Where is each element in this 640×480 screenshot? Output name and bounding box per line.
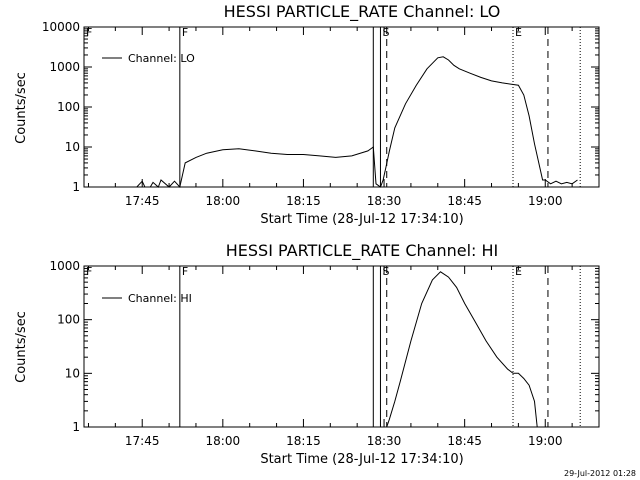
x-tick-label: 18:30 xyxy=(367,194,402,208)
x-axis-label: Start Time (28-Jul-12 17:34:10) xyxy=(260,452,463,467)
y-tick-label: 10000 xyxy=(42,20,80,34)
legend-label: Channel: HI xyxy=(128,292,192,305)
x-tick-label: 18:00 xyxy=(206,434,241,448)
x-axis-label: Start Time (28-Jul-12 17:34:10) xyxy=(260,212,463,227)
event-marker-label: F xyxy=(182,265,188,278)
x-tick-label: 18:00 xyxy=(206,194,241,208)
x-tick-label: 19:00 xyxy=(528,434,563,448)
x-tick-label: 19:00 xyxy=(528,194,563,208)
chart-panel-lo: HESSI PARTICLE_RATE Channel: LO Counts/s… xyxy=(14,2,600,227)
x-tick-label: 18:45 xyxy=(447,194,482,208)
x-tick-label: 17:45 xyxy=(125,434,160,448)
plot-frame xyxy=(83,265,600,428)
event-marker-label: F xyxy=(86,265,92,278)
event-marker-label: E xyxy=(515,265,522,278)
x-tick-label: 18:45 xyxy=(447,434,482,448)
y-tick-label: 100 xyxy=(57,313,80,327)
chart-panel-hi: HESSI PARTICLE_RATE Channel: HI Counts/s… xyxy=(14,241,600,467)
x-tick-label: 18:15 xyxy=(286,434,321,448)
y-tick-label: 1 xyxy=(72,420,80,434)
x-axis: 17:45 18:00 18:15 18:30 18:45 19:00 xyxy=(87,266,600,448)
legend: Channel: LO xyxy=(102,52,195,65)
y-axis-label: Counts/sec xyxy=(14,72,29,144)
x-tick-label: 18:30 xyxy=(367,434,402,448)
y-axis-label: Counts/sec xyxy=(14,311,29,383)
y-tick-label: 1 xyxy=(72,180,80,194)
series-layer xyxy=(136,56,578,189)
event-marker-label: S xyxy=(382,26,389,39)
event-marker-label: F xyxy=(182,26,188,39)
series-layer xyxy=(386,271,538,428)
series-line xyxy=(136,56,578,189)
plot-frame xyxy=(83,26,600,188)
y-tick-label: 10 xyxy=(65,366,80,380)
y-tick-label: 100 xyxy=(57,100,80,114)
y-tick-label: 1000 xyxy=(49,60,80,74)
event-marker-label: S xyxy=(382,265,389,278)
chart-title: HESSI PARTICLE_RATE Channel: HI xyxy=(226,241,499,261)
y-tick-label: 10 xyxy=(65,140,80,154)
event-marker-label: F xyxy=(86,26,92,39)
event-marker-label: E xyxy=(515,26,522,39)
chart-title: HESSI PARTICLE_RATE Channel: LO xyxy=(224,2,501,22)
y-tick-label: 1000 xyxy=(49,259,80,273)
legend-label: Channel: LO xyxy=(128,52,195,65)
legend: Channel: HI xyxy=(102,292,192,305)
series-line xyxy=(386,271,538,428)
y-axis: 1 10 100 1000 xyxy=(49,259,599,434)
timestamp: 29-Jul-2012 01:28 xyxy=(564,469,636,478)
y-axis: 1 10 100 1000 10000 xyxy=(42,20,599,194)
x-tick-label: 17:45 xyxy=(125,194,160,208)
x-tick-label: 18:15 xyxy=(286,194,321,208)
